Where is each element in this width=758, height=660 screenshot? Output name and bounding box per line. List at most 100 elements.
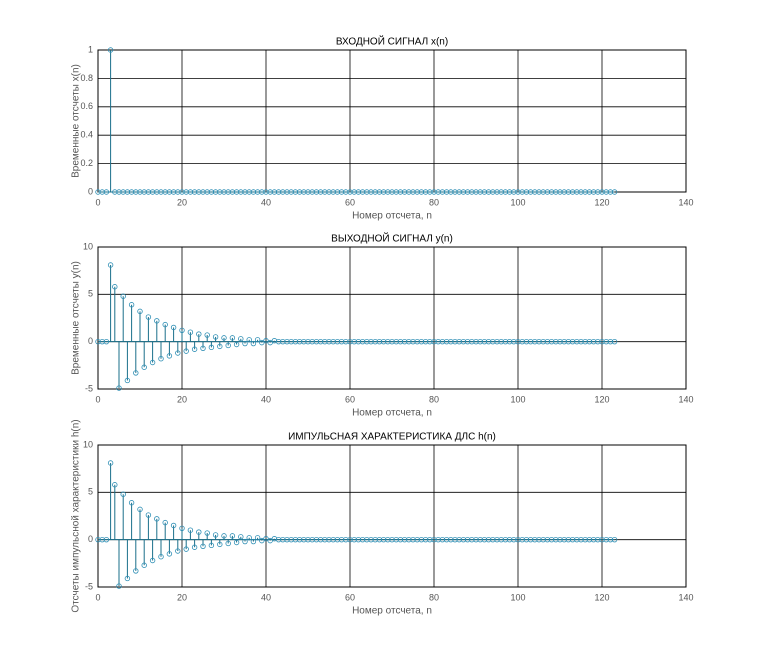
x-tick-label: 120 — [594, 394, 609, 404]
stem-marker — [490, 338, 496, 345]
y-axis-label: Временные отсчеты y(n) — [71, 261, 82, 375]
stem-marker — [422, 536, 429, 543]
stem-marker — [452, 338, 458, 345]
x-tick-label: 40 — [261, 394, 271, 404]
stem — [448, 536, 454, 543]
stem-marker — [431, 536, 437, 543]
stem — [502, 536, 509, 543]
stem-marker — [233, 341, 240, 348]
stem-marker — [296, 536, 303, 543]
y-tick-label: -5 — [85, 581, 93, 591]
stem-marker — [296, 189, 303, 195]
stem — [452, 189, 458, 195]
stem — [502, 189, 509, 195]
stem — [326, 536, 332, 543]
stem-marker — [250, 538, 257, 545]
stem — [200, 539, 206, 549]
stem-marker — [128, 302, 135, 308]
stem — [112, 284, 118, 342]
stem — [477, 189, 483, 195]
stem-marker — [611, 189, 618, 195]
stem — [217, 189, 223, 195]
stem — [427, 536, 433, 543]
stem-marker — [208, 344, 215, 351]
stem-marker — [431, 338, 437, 345]
stem-marker — [460, 536, 467, 543]
stem-marker — [191, 544, 198, 550]
stem-marker — [368, 338, 374, 345]
stem-marker — [326, 536, 332, 543]
stem-marker — [343, 536, 349, 543]
stem-marker — [523, 189, 530, 195]
stem — [250, 538, 257, 545]
stem-marker — [397, 189, 404, 195]
stem — [565, 189, 572, 195]
stem-marker — [414, 536, 420, 543]
stem-marker — [477, 536, 483, 543]
stem-marker — [204, 530, 210, 536]
stem — [494, 189, 500, 195]
stem — [204, 530, 210, 540]
stem — [523, 536, 530, 543]
stem — [347, 189, 353, 195]
stem-marker — [305, 338, 311, 345]
stem — [305, 536, 311, 543]
stem-marker — [116, 583, 122, 589]
stem — [246, 337, 252, 343]
stem — [389, 338, 395, 345]
stem — [179, 189, 185, 195]
stem-marker — [208, 542, 215, 549]
stem-marker — [225, 540, 231, 547]
stem — [238, 189, 244, 195]
stem — [288, 189, 294, 195]
stem-marker — [158, 356, 164, 362]
stem-marker — [372, 536, 378, 543]
stem — [464, 189, 471, 195]
stem-marker — [238, 534, 244, 540]
stem-marker — [200, 543, 206, 549]
stem-marker — [154, 516, 160, 522]
stem — [431, 536, 437, 543]
stem — [443, 189, 450, 195]
stem — [212, 532, 219, 540]
stem-marker — [364, 338, 370, 345]
stem — [246, 189, 252, 195]
x-tick-label: 120 — [594, 197, 609, 207]
stem — [137, 189, 143, 195]
stem — [170, 189, 177, 195]
stem-marker — [162, 519, 168, 526]
stem-marker — [456, 338, 462, 345]
stem — [586, 338, 593, 345]
stem — [607, 536, 614, 543]
stem — [124, 539, 131, 582]
stem — [506, 189, 513, 195]
stem — [364, 536, 370, 543]
stem — [544, 536, 551, 543]
stem-marker — [364, 189, 370, 195]
stem-marker — [280, 536, 286, 543]
stem — [347, 536, 353, 543]
stem-marker — [477, 338, 483, 345]
stem — [469, 536, 475, 543]
stem-marker — [305, 536, 311, 543]
stem-marker — [212, 532, 219, 538]
stem — [565, 536, 572, 543]
y-tick-label: 10 — [83, 241, 93, 251]
stem — [141, 539, 147, 568]
stem-marker — [288, 189, 294, 195]
stem — [103, 338, 110, 345]
stem-marker — [427, 189, 433, 195]
stem-marker — [494, 189, 500, 195]
stem-marker — [347, 536, 353, 543]
stem — [196, 331, 202, 342]
stem — [301, 338, 307, 345]
stem-marker — [502, 189, 509, 195]
stem-marker — [301, 189, 307, 195]
stem-marker — [368, 536, 374, 543]
stem — [170, 522, 177, 540]
stem — [275, 338, 282, 345]
stem-marker — [284, 338, 290, 345]
stem — [158, 341, 164, 362]
stem — [217, 341, 223, 350]
